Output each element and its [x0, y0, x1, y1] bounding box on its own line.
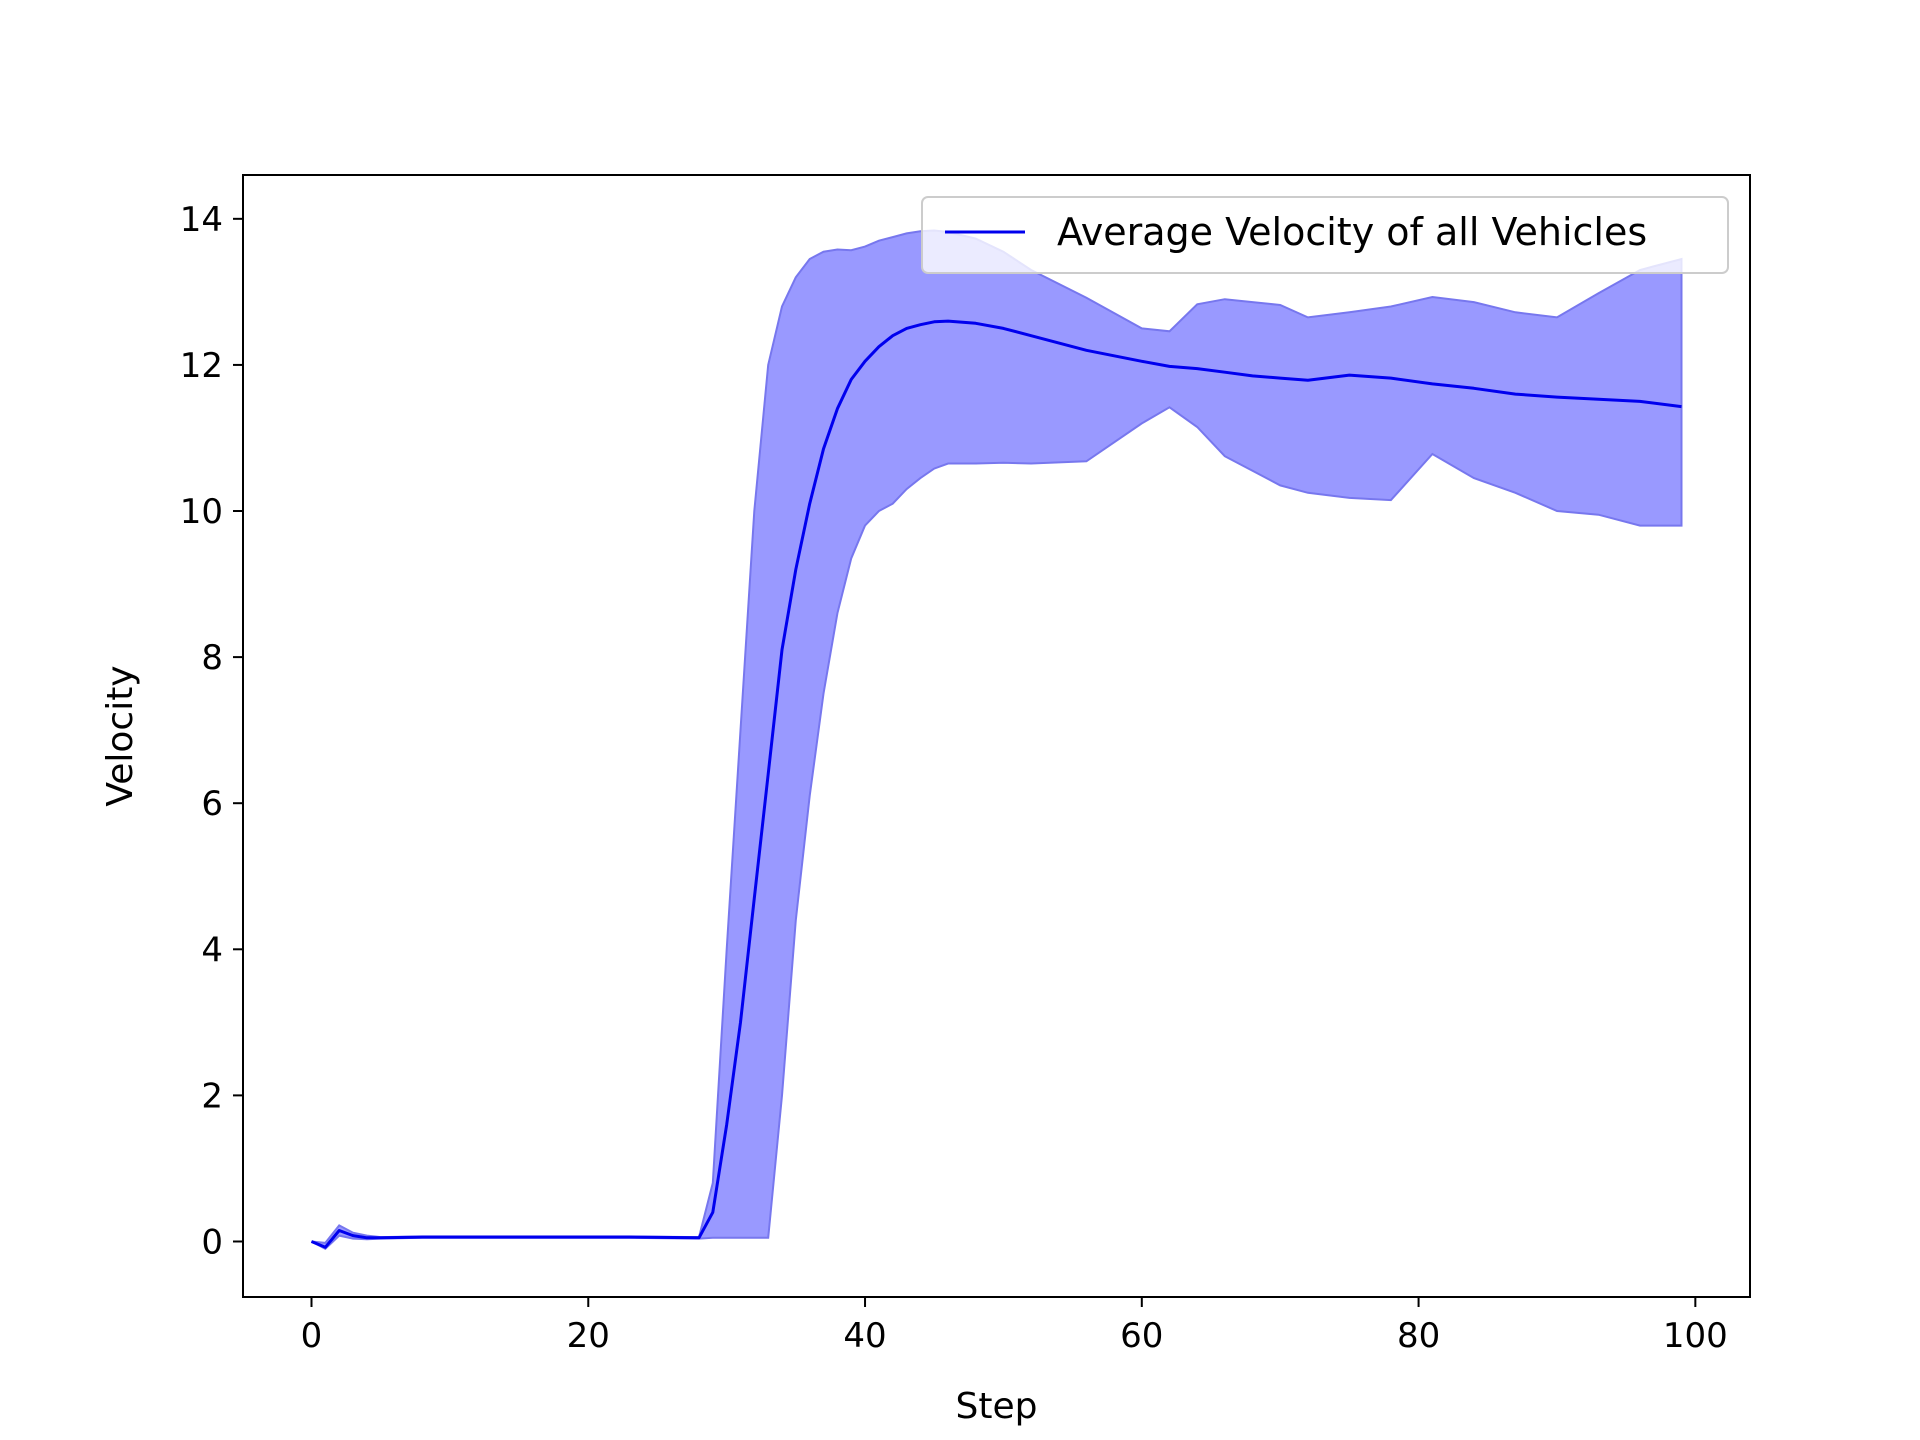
y-tick-label: 6 — [201, 784, 223, 824]
y-tick-label: 0 — [201, 1222, 223, 1262]
legend-label: Average Velocity of all Vehicles — [1057, 210, 1647, 254]
legend-box — [921, 196, 1729, 274]
x-tick-label: 0 — [301, 1316, 323, 1356]
y-tick-label: 4 — [201, 930, 223, 970]
velocity-range-band — [311, 229, 1683, 1251]
x-tick-label: 100 — [1663, 1316, 1728, 1356]
x-tick-label: 80 — [1397, 1316, 1440, 1356]
y-tick-label: 14 — [180, 200, 223, 240]
x-tick-label: 40 — [843, 1316, 886, 1356]
y-tick-label: 10 — [180, 492, 223, 532]
legend: Average Velocity of all Vehicles — [921, 196, 1729, 274]
x-tick-label: 60 — [1120, 1316, 1163, 1356]
y-tick-label: 12 — [180, 346, 223, 386]
average-velocity-line — [310, 319, 1682, 1249]
plot-frame — [242, 174, 1751, 1298]
x-tick-label: 20 — [567, 1316, 610, 1356]
x-axis-label: Step — [956, 1386, 1038, 1427]
y-tick-label: 2 — [201, 1076, 223, 1116]
y-tick-label: 8 — [201, 638, 223, 678]
y-axis-label: Velocity — [100, 665, 141, 806]
